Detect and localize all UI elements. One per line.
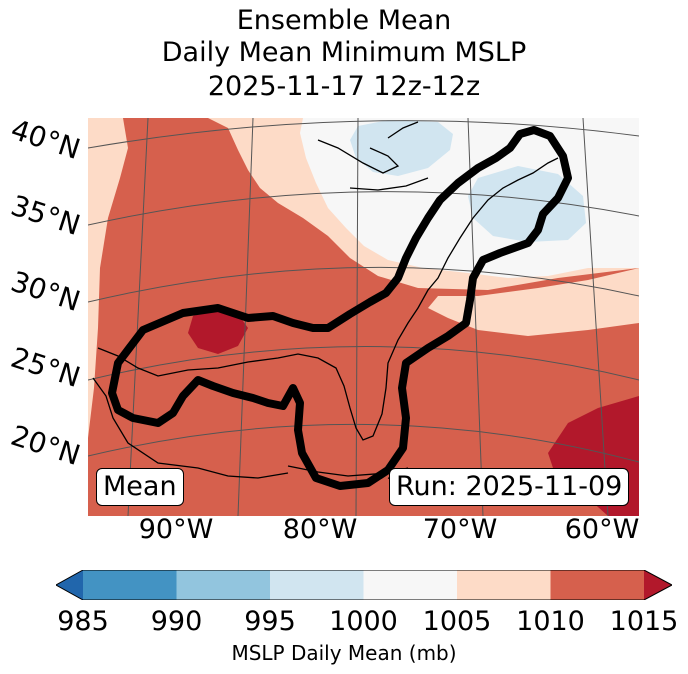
lon-label-80: 80°W xyxy=(282,514,358,545)
title-line-3: 2025-11-17 12z-12z xyxy=(207,71,481,102)
lat-label-30: 30°N xyxy=(6,264,85,319)
colorbar-tick-1005: 1005 xyxy=(422,606,492,637)
colorbar-tick-1000: 1000 xyxy=(329,606,398,637)
colorbar-extend-low xyxy=(56,570,83,600)
field-995-north xyxy=(350,120,453,176)
field-1015-west xyxy=(188,308,248,354)
colorbar-tick-990: 990 xyxy=(150,606,203,637)
lon-label-60: 60°W xyxy=(564,514,640,545)
colorbar-seg-1010 xyxy=(550,570,644,600)
colorbar-extend-high xyxy=(644,570,672,600)
contour-outline xyxy=(108,126,572,490)
colorbar-tick-1015: 1015 xyxy=(609,606,679,637)
lat-label-40: 40°N xyxy=(6,112,85,167)
colorbar-seg-990 xyxy=(176,570,270,600)
map-panel: Mean Run: 2025-11-09 xyxy=(88,118,639,516)
colorbar-seg-985 xyxy=(83,570,177,600)
lat-label-35: 35°N xyxy=(6,188,85,243)
lat-label-25: 25°N xyxy=(6,340,85,395)
lon-label-70: 70°W xyxy=(422,514,498,545)
title-line-1: Ensemble Mean xyxy=(236,5,452,36)
lat-label-20: 20°N xyxy=(6,418,85,473)
field-1005-left xyxy=(88,118,128,438)
run-box: Run: 2025-11-09 xyxy=(389,468,630,506)
colorbar-tick-995: 995 xyxy=(244,606,296,637)
colorbar-label: MSLP Daily Mean (mb) xyxy=(231,641,457,665)
lon-label-90: 90°W xyxy=(138,514,214,545)
colorbar xyxy=(56,570,672,600)
mean-box: Mean xyxy=(96,468,184,506)
colorbar-tick-1010: 1010 xyxy=(516,606,585,637)
colorbar-seg-1000 xyxy=(363,570,457,600)
field-1005-band xyxy=(428,268,639,336)
colorbar-seg-995 xyxy=(270,570,364,600)
title-line-2: Daily Mean Minimum MSLP xyxy=(161,37,527,68)
map-svg xyxy=(88,118,639,516)
colorbar-seg-1005 xyxy=(457,570,551,600)
field-995-east xyxy=(468,166,586,242)
colorbar-tick-985: 985 xyxy=(57,606,109,637)
